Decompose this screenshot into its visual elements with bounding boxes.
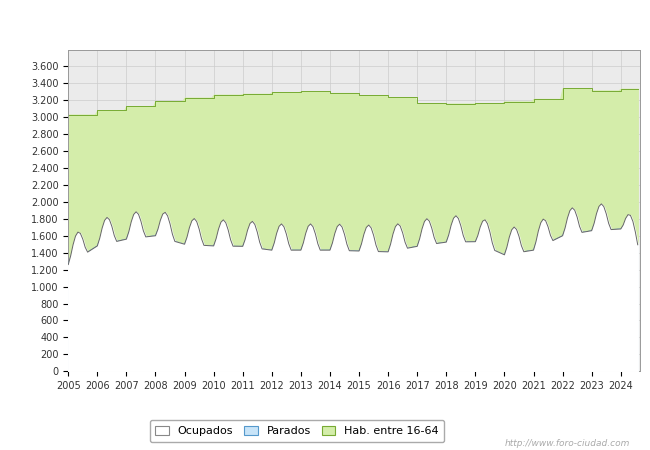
Text: http://www.foro-ciudad.com: http://www.foro-ciudad.com (505, 439, 630, 448)
Text: Ferreries - Evolucion de la poblacion en edad de Trabajar Agosto de 2024: Ferreries - Evolucion de la poblacion en… (81, 15, 569, 27)
Legend: Ocupados, Parados, Hab. entre 16-64: Ocupados, Parados, Hab. entre 16-64 (150, 420, 444, 442)
